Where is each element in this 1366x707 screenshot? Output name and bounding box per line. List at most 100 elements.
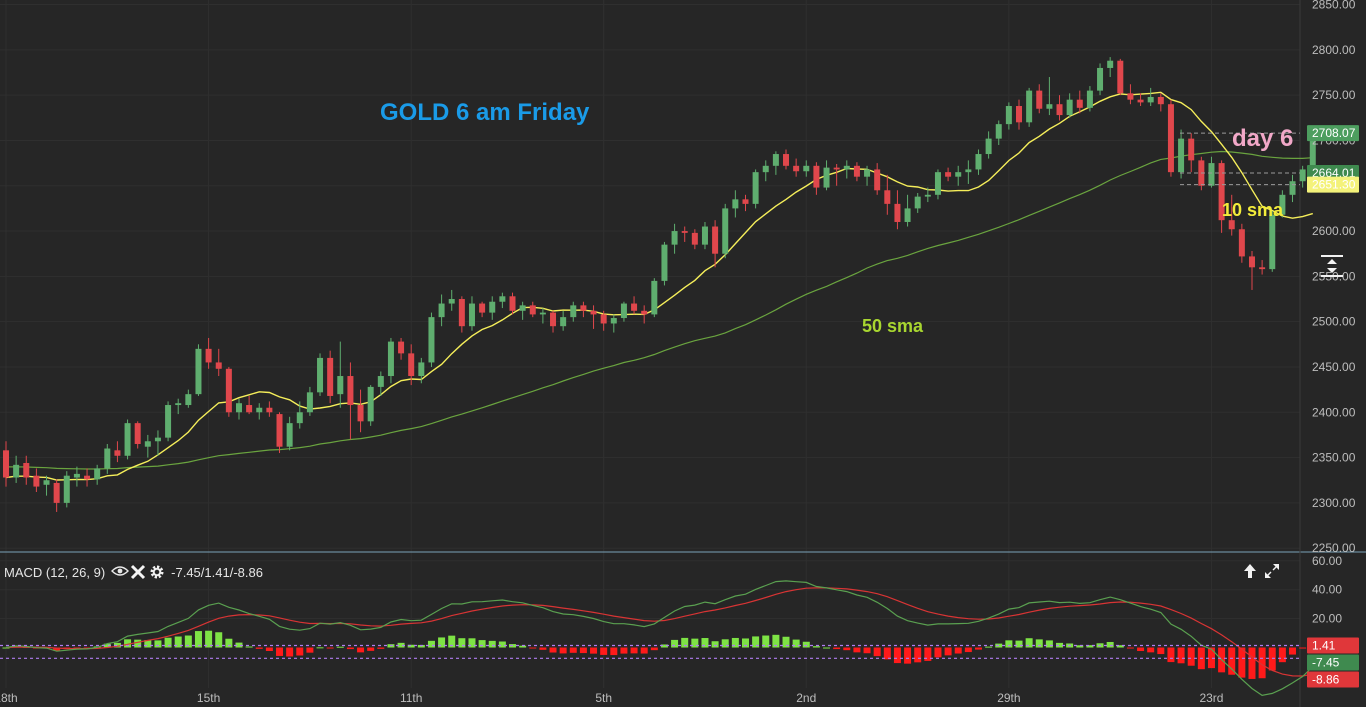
macd-histogram-bar <box>600 647 608 655</box>
autoscale-icon[interactable] <box>1318 254 1346 278</box>
macd-histogram-bar <box>1228 647 1236 675</box>
macd-histogram-bar <box>701 638 709 648</box>
macd-title: MACD (12, 26, 9) <box>4 564 106 580</box>
candle-body <box>772 154 779 166</box>
y-tick-label: 2300.00 <box>1312 496 1356 510</box>
candle-body <box>296 412 303 424</box>
macd-badge-bg <box>1307 654 1359 671</box>
macd-histogram-bar <box>833 647 841 650</box>
arrow-up-icon[interactable] <box>1242 563 1258 579</box>
candle-body <box>144 441 151 447</box>
candle-body <box>398 341 405 354</box>
macd-histogram-bar <box>579 647 587 654</box>
candle-body <box>1107 60 1114 68</box>
macd-histogram-bar <box>438 637 446 648</box>
candle-body <box>1228 220 1235 230</box>
candle-body <box>1137 99 1144 103</box>
macd-histogram-bar <box>853 647 861 653</box>
macd-histogram-bar <box>225 638 233 648</box>
macd-histogram-bar <box>610 647 618 656</box>
macd-histogram-bar <box>752 636 760 648</box>
candle-body <box>1238 229 1245 257</box>
price-badge: 2708.07 <box>1312 126 1356 140</box>
macd-histogram-bar <box>1289 647 1297 655</box>
candle-body <box>256 407 263 413</box>
candle-body <box>539 312 546 315</box>
macd-histogram-bar <box>417 644 425 648</box>
macd-badge: -8.86 <box>1312 672 1340 686</box>
macd-histogram-bar <box>590 647 598 654</box>
macd-histogram-bar <box>559 647 567 654</box>
candle-body <box>924 194 931 197</box>
candle-body <box>1066 99 1073 116</box>
macd-legend: MACD (12, 26, 9) -7.45/1.41/-8.86 <box>4 563 263 581</box>
candle-body <box>63 475 70 503</box>
candle-body <box>732 199 739 209</box>
macd-histogram-bar <box>164 637 172 648</box>
candle-body <box>1076 99 1083 108</box>
expand-icon[interactable] <box>1264 563 1280 579</box>
gear-icon[interactable] <box>149 564 165 580</box>
macd-histogram-bar <box>235 642 243 648</box>
candle-body <box>286 423 293 447</box>
sma-50-line <box>5 150 1313 470</box>
candle-body <box>124 423 131 456</box>
macd-histogram-bar <box>569 647 577 653</box>
candle-body <box>1218 163 1225 221</box>
candle-body <box>347 376 354 406</box>
macd-histogram-bar <box>640 647 648 654</box>
macd-values: -7.45/1.41/-8.86 <box>171 564 263 580</box>
macd-histogram-bar <box>843 647 851 651</box>
candle-body <box>175 403 182 406</box>
macd-histogram-bar <box>215 632 223 648</box>
macd-histogram-bar <box>336 646 344 648</box>
y-tick-label: 2250.00 <box>1312 541 1356 555</box>
close-icon[interactable] <box>130 564 146 580</box>
macd-histogram-bar <box>205 630 213 648</box>
macd-histogram-bar <box>792 639 800 648</box>
candle-body <box>975 154 982 170</box>
macd-histogram-bar <box>519 645 527 648</box>
candle-body <box>904 208 911 222</box>
macd-histogram-bar <box>1116 645 1124 648</box>
macd-histogram-bar <box>964 647 972 653</box>
candle-body <box>499 296 506 302</box>
candle-body <box>762 165 769 173</box>
candle-body <box>803 165 810 172</box>
macd-histogram-bar <box>346 647 354 650</box>
candle-body <box>1097 67 1104 91</box>
candle-body <box>489 301 496 313</box>
candle-body <box>1259 267 1266 270</box>
candle-body <box>1188 138 1195 161</box>
candle-body <box>600 314 607 324</box>
candle-body <box>1086 90 1093 108</box>
candle-body <box>408 353 415 377</box>
candle-body <box>610 318 617 324</box>
macd-histogram-bar <box>427 640 435 648</box>
candle-body <box>479 303 486 313</box>
sma-10-line <box>5 91 1313 481</box>
candle-body <box>73 473 80 478</box>
candle-body <box>590 310 597 315</box>
x-tick-label: 29th <box>997 691 1020 705</box>
macd-histogram-bar <box>286 647 294 657</box>
macd-histogram-bar <box>823 647 831 649</box>
eye-icon[interactable] <box>111 564 130 580</box>
x-tick-label: 5th <box>595 691 612 705</box>
macd-histogram-bar <box>1106 641 1114 648</box>
macd-histogram-bar <box>1248 647 1256 679</box>
candle-body <box>23 463 30 478</box>
y-tick-label: 2750.00 <box>1312 88 1356 102</box>
y-tick-label: 2450.00 <box>1312 360 1356 374</box>
macd-histogram-bar <box>1268 647 1276 671</box>
x-tick-label: 23rd <box>1199 691 1223 705</box>
candle-body <box>661 244 668 281</box>
macd-histogram-bar <box>194 631 202 648</box>
macd-line <box>5 580 1314 697</box>
macd-histogram-bar <box>529 647 537 649</box>
macd-histogram-bar <box>1045 640 1053 648</box>
candle-body <box>215 362 222 369</box>
candle-body <box>367 386 374 422</box>
